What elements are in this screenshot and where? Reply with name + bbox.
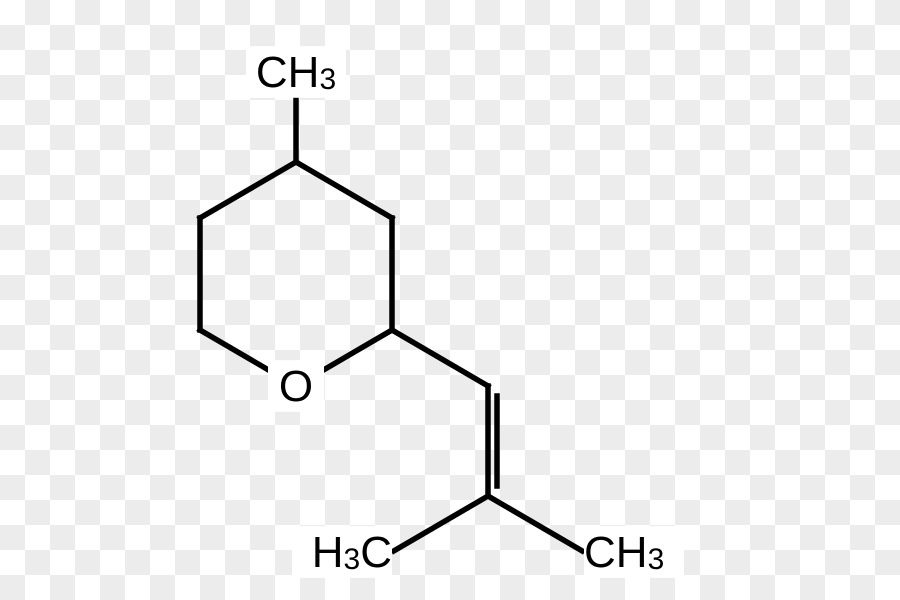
molecule-diagram: CH3OH3CCH3 [0,0,900,600]
label-layer: CH3OH3CCH3 [256,48,664,577]
label-bg-layer [246,46,684,578]
atom-label-O: O [279,362,313,411]
bonds-layer [200,99,582,551]
